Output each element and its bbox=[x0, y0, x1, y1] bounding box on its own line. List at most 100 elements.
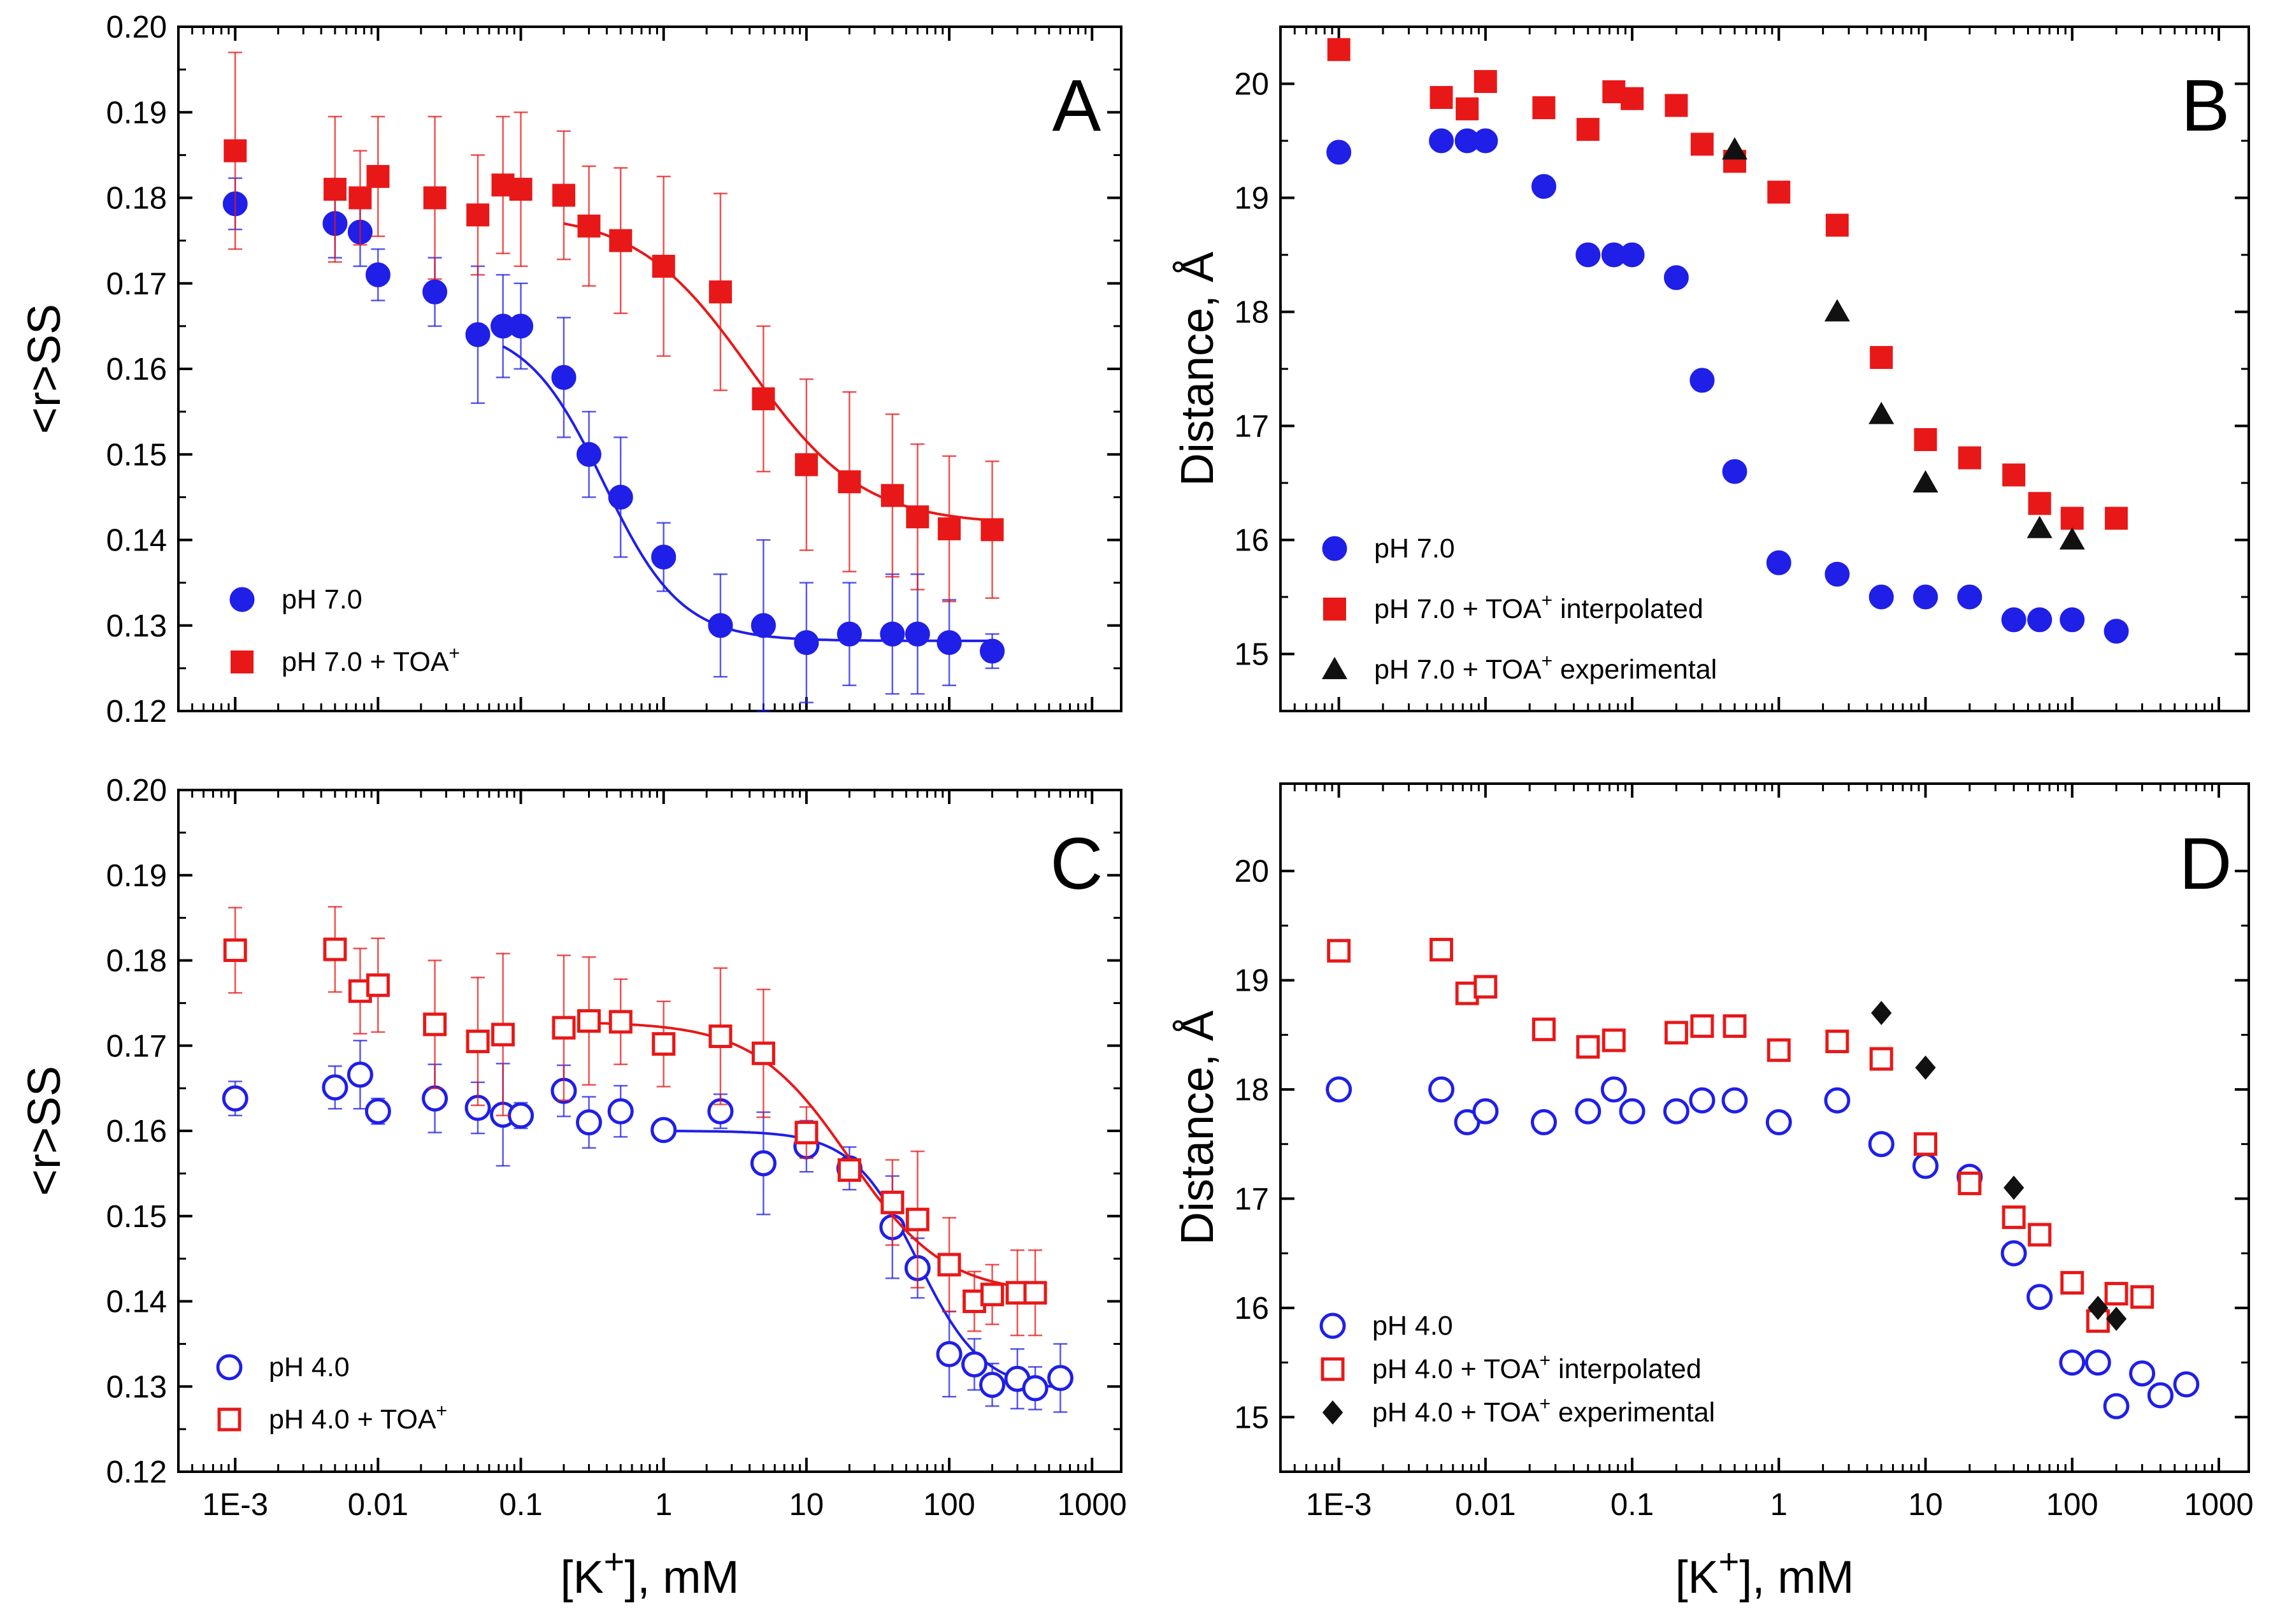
data-point bbox=[1576, 118, 1600, 141]
data-point bbox=[751, 1041, 775, 1065]
data-point bbox=[1868, 401, 1895, 424]
x-tick-label: 0.1 bbox=[499, 1488, 542, 1522]
data-point bbox=[1957, 584, 1982, 610]
legend-marker bbox=[1321, 1357, 1345, 1381]
data-point bbox=[1913, 584, 1939, 610]
data-point bbox=[937, 1253, 961, 1277]
x-tick-label: 0.01 bbox=[348, 1488, 408, 1522]
data-point bbox=[423, 186, 447, 210]
data-point bbox=[2060, 507, 2084, 530]
x-tick-label: 1E-3 bbox=[202, 1488, 268, 1522]
data-point bbox=[323, 178, 347, 201]
series-ph-4-0-toa- bbox=[223, 905, 1047, 1337]
data-point bbox=[2059, 527, 2085, 550]
data-point bbox=[1690, 133, 1714, 156]
y-tick-label: 0.15 bbox=[106, 1200, 167, 1234]
legend-marker bbox=[1319, 1312, 1346, 1339]
data-point bbox=[2000, 1240, 2027, 1267]
series-ph-4-0-toa-interpolated bbox=[1327, 938, 2154, 1333]
data-point bbox=[552, 183, 576, 207]
legend-label: pH 4.0 bbox=[269, 1352, 350, 1383]
legend-label: pH 4.0 + TOA+ interpolated bbox=[1372, 1350, 1702, 1384]
data-point bbox=[1824, 1087, 1851, 1114]
data-point bbox=[1723, 1014, 1747, 1038]
data-point bbox=[2103, 1393, 2130, 1419]
y-tick-label: 0.15 bbox=[106, 438, 167, 472]
data-point bbox=[2059, 1349, 2086, 1376]
data-point bbox=[980, 638, 1005, 664]
data-point bbox=[577, 442, 602, 467]
data-point bbox=[364, 1098, 391, 1125]
data-point bbox=[1663, 1098, 1689, 1125]
y-tick-label: 16 bbox=[1234, 524, 1269, 558]
data-point bbox=[1430, 85, 1453, 109]
y-tick-label: 20 bbox=[1234, 854, 1269, 889]
x-tick-label: 0.1 bbox=[1610, 1488, 1654, 1522]
y-tick-label: 0.12 bbox=[106, 1455, 167, 1490]
data-point bbox=[1767, 1038, 1791, 1062]
data-point bbox=[608, 1010, 633, 1034]
data-point bbox=[1531, 1017, 1556, 1042]
data-point bbox=[223, 938, 247, 962]
legend-label-tail: experimental bbox=[1551, 1397, 1715, 1428]
y-axis-title: <r>SS bbox=[19, 1066, 70, 1196]
data-point bbox=[1326, 1076, 1352, 1103]
chart-panel-b: 15 16 17 18 19 20 Distance, Å BpH 7.0 pH 7.0 + T… bbox=[1172, 25, 2250, 712]
data-point bbox=[880, 621, 905, 647]
data-point bbox=[609, 229, 633, 252]
legend-marker bbox=[217, 1407, 241, 1432]
y-tick-label: 18 bbox=[1234, 1073, 1269, 1107]
data-point bbox=[1868, 584, 1894, 610]
legend-label: pH 7.0 + TOA+ interpolated bbox=[1374, 590, 1703, 624]
y-tick-label: 0.13 bbox=[106, 1370, 167, 1404]
y-axis-title: <r>SS bbox=[19, 304, 70, 434]
data-point bbox=[1602, 1028, 1626, 1053]
data-point bbox=[1765, 1109, 1792, 1135]
data-point bbox=[2002, 463, 2026, 487]
x-axis-title-tail: ], mM bbox=[624, 1552, 739, 1603]
data-point bbox=[1023, 1281, 1047, 1305]
data-point bbox=[2105, 1307, 2127, 1331]
data-point bbox=[961, 1351, 988, 1377]
data-point bbox=[552, 1016, 576, 1040]
x-axis-title-sup: + bbox=[604, 1541, 625, 1581]
data-point bbox=[794, 453, 818, 477]
chart-panel-c: 0.12 0.13 0.14 0.15 0.16 0.17 0.18 0.19 0.20 1E-3… bbox=[19, 773, 1127, 1603]
panel-letter: C bbox=[1050, 823, 1103, 905]
legend-label-tail: experimental bbox=[1552, 654, 1717, 685]
panel-letter: A bbox=[1052, 65, 1101, 147]
y-tick-label: 0.18 bbox=[106, 944, 167, 979]
data-point bbox=[2147, 1382, 2174, 1409]
legend-label-sup: + bbox=[1540, 1393, 1551, 1414]
data-point bbox=[2060, 607, 2085, 633]
data-point bbox=[222, 1085, 248, 1112]
data-point bbox=[366, 164, 390, 188]
x-axis-title-main: [K bbox=[1675, 1552, 1719, 1603]
x-tick-label: 100 bbox=[2046, 1488, 2098, 1522]
y-tick-label: 15 bbox=[1234, 1400, 1269, 1435]
x-tick-label: 1E-3 bbox=[1306, 1488, 1372, 1522]
x-tick-label: 1000 bbox=[1057, 1488, 1127, 1522]
data-point bbox=[1721, 1087, 1748, 1114]
y-tick-label: 0.19 bbox=[106, 96, 167, 130]
data-point bbox=[2027, 607, 2053, 633]
data-point bbox=[750, 1150, 777, 1177]
legend-label-main: pH 4.0 + TOA bbox=[1372, 1354, 1540, 1384]
data-point bbox=[491, 1023, 515, 1047]
data-point bbox=[2088, 1295, 2109, 1320]
y-tick-label: 19 bbox=[1234, 182, 1269, 216]
data-point bbox=[880, 484, 904, 507]
data-point bbox=[1914, 428, 1937, 451]
data-point bbox=[836, 621, 862, 647]
data-point bbox=[1619, 1098, 1645, 1125]
data-point bbox=[1871, 1001, 1892, 1025]
data-point bbox=[1689, 368, 1715, 393]
legend-label: pH 4.0 + TOA+ bbox=[269, 1400, 447, 1435]
x-tick-label: 10 bbox=[789, 1488, 824, 1522]
data-point bbox=[2104, 1282, 2128, 1306]
data-point bbox=[576, 1109, 603, 1136]
data-point bbox=[1473, 69, 1497, 93]
data-point bbox=[1824, 299, 1850, 322]
legend-label: pH 7.0 + TOA+ bbox=[282, 643, 460, 677]
data-point bbox=[2028, 492, 2051, 515]
